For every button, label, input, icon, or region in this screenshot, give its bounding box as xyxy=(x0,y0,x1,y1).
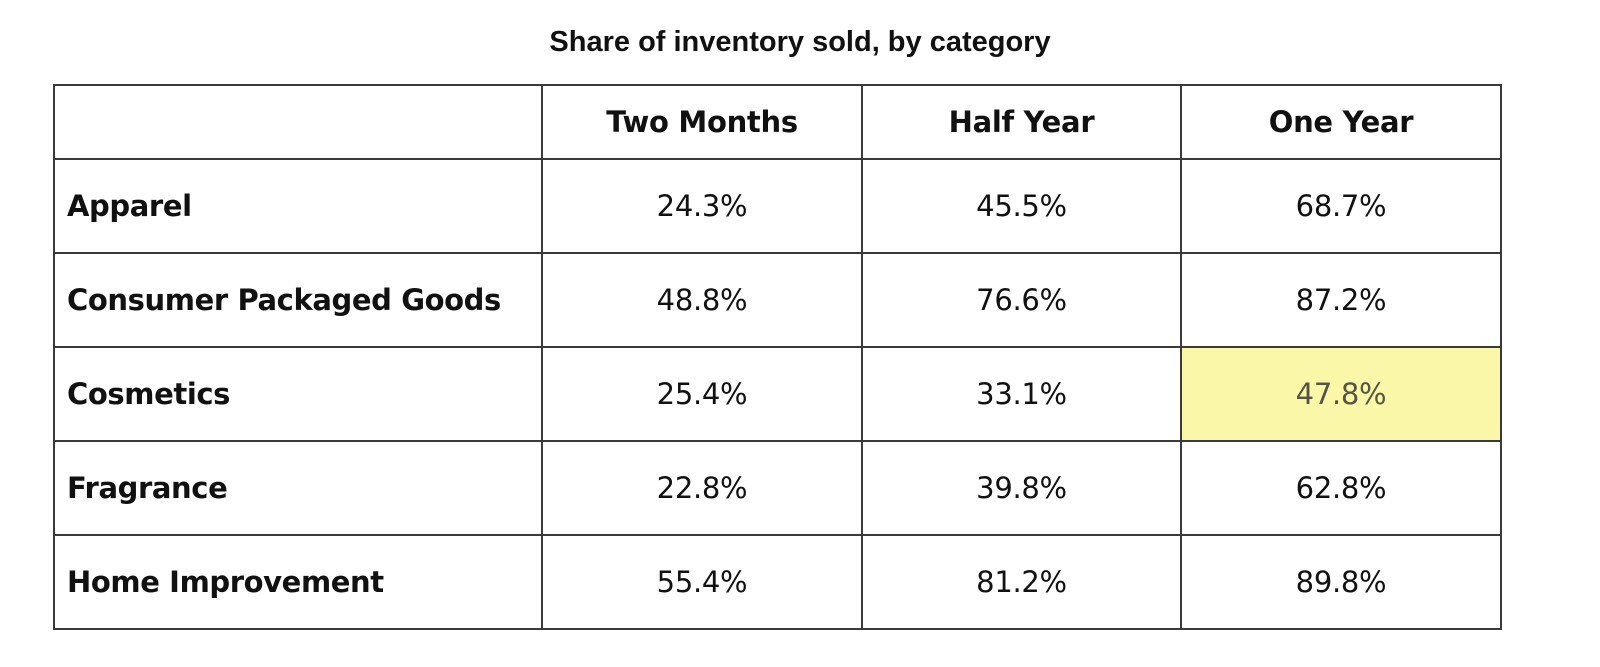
inventory-table: Two Months Half Year One Year Apparel 24… xyxy=(53,84,1502,630)
table-row-consumer-packaged-goods: Consumer Packaged Goods 48.8% 76.6% 87.2… xyxy=(53,252,1502,348)
chart-title: Share of inventory sold, by category xyxy=(549,26,1051,58)
table-cell: 62.8% xyxy=(1180,440,1502,536)
table-row-home-improvement: Home Improvement 55.4% 81.2% 89.8% xyxy=(53,534,1502,630)
row-label: Apparel xyxy=(53,158,543,254)
table-cell: 89.8% xyxy=(1180,534,1502,630)
table-cell: 24.3% xyxy=(541,158,863,254)
table-cell: 87.2% xyxy=(1180,252,1502,348)
table-cell: 55.4% xyxy=(541,534,863,630)
column-header-two-months: Two Months xyxy=(541,84,863,160)
highlighted-cell: 47.8% xyxy=(1180,346,1502,442)
table-cell: 25.4% xyxy=(541,346,863,442)
table-cell: 48.8% xyxy=(541,252,863,348)
row-label: Consumer Packaged Goods xyxy=(53,252,543,348)
table-row-fragrance: Fragrance 22.8% 39.8% 62.8% xyxy=(53,440,1502,536)
column-header-half-year: Half Year xyxy=(861,84,1182,160)
table-row-cosmetics: Cosmetics 25.4% 33.1% 47.8% xyxy=(53,346,1502,442)
table-cell: 33.1% xyxy=(861,346,1182,442)
table-cell: 76.6% xyxy=(861,252,1182,348)
header-row: Two Months Half Year One Year xyxy=(53,84,1502,160)
column-header-one-year: One Year xyxy=(1180,84,1502,160)
table-row-apparel: Apparel 24.3% 45.5% 68.7% xyxy=(53,158,1502,254)
table-cell: 39.8% xyxy=(861,440,1182,536)
table-cell: 68.7% xyxy=(1180,158,1502,254)
row-label: Fragrance xyxy=(53,440,543,536)
table-cell: 45.5% xyxy=(861,158,1182,254)
row-label: Home Improvement xyxy=(53,534,543,630)
table-cell: 22.8% xyxy=(541,440,863,536)
table-cell: 81.2% xyxy=(861,534,1182,630)
header-corner-cell xyxy=(53,84,543,160)
row-label: Cosmetics xyxy=(53,346,543,442)
